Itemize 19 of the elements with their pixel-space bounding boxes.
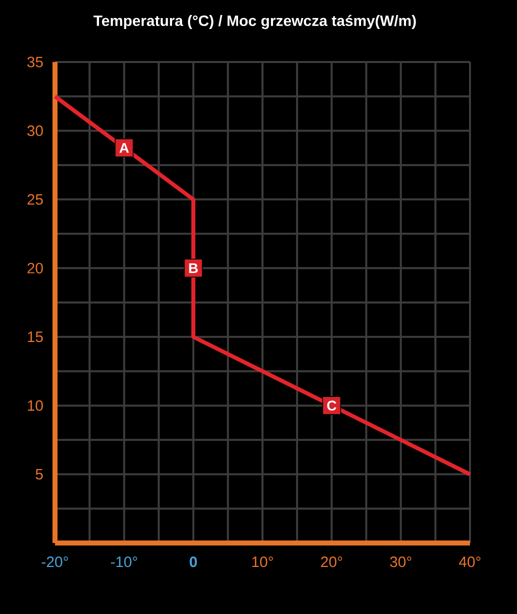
y-tick-label: 20 bbox=[28, 262, 43, 274]
line-series bbox=[53, 94, 472, 476]
y-tick-label: 5 bbox=[36, 469, 43, 480]
x-tick-label: 20° bbox=[321, 556, 342, 568]
x-tick-label: -20° bbox=[42, 556, 68, 568]
annotation: B bbox=[189, 263, 198, 273]
annotation: A bbox=[119, 143, 129, 153]
y-tick-label: 35 bbox=[27, 56, 43, 68]
x-tick-label: 40° bbox=[458, 556, 480, 568]
chart-title: Temperatura (°C) / Moc grzewcza taśmy(W/m) bbox=[94, 14, 416, 30]
x-tick-label: 10° bbox=[252, 556, 273, 568]
y-tick-label: 25 bbox=[28, 194, 43, 205]
x-tick-label: -10° bbox=[110, 556, 138, 568]
y-tick-label: 15 bbox=[28, 332, 43, 342]
y-tick-label: 10 bbox=[28, 400, 43, 411]
annotation: C bbox=[327, 400, 336, 411]
x-tick-label: 0 bbox=[190, 556, 197, 568]
y-tick-label: 30 bbox=[27, 125, 43, 136]
x-tick-label: 30° bbox=[390, 556, 412, 568]
